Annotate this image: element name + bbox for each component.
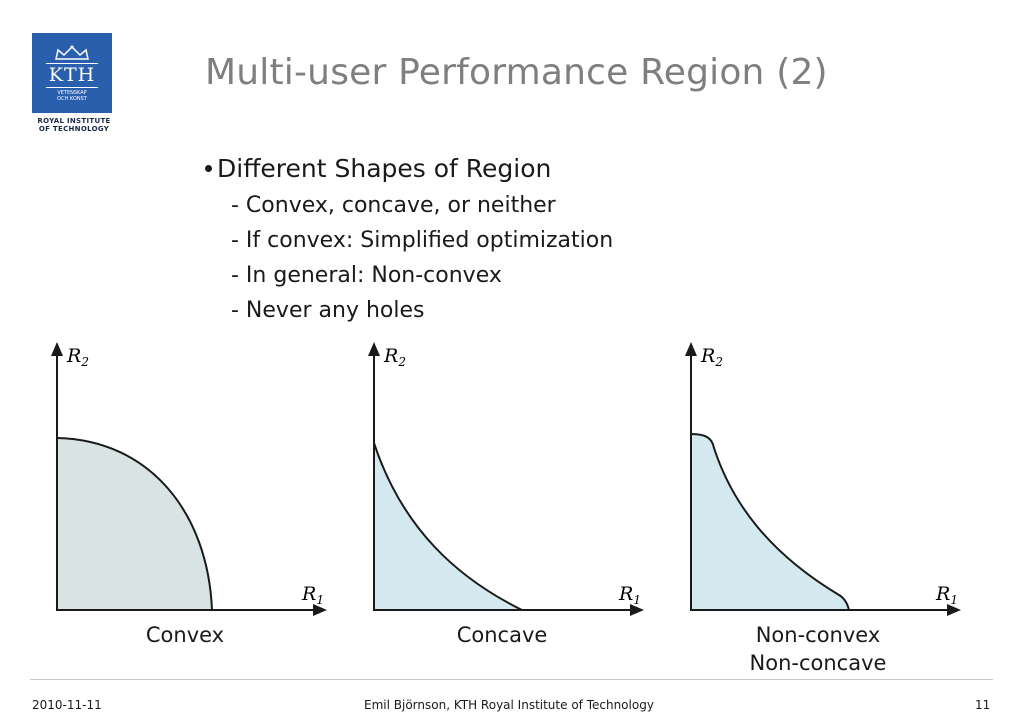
y-axis-arrow-icon: [51, 342, 63, 356]
logo-motto-line1: VETENSKAP: [57, 89, 87, 96]
bullet-list: Different Shapes of Region - Convex, con…: [205, 154, 613, 323]
y-axis-label: R2: [700, 345, 723, 369]
footer-page-number: 11: [975, 698, 991, 712]
bullet-subitem: - If convex: Simplified optimization: [231, 228, 614, 253]
concave-caption: Concave: [402, 621, 602, 649]
caption-line2: Non-concave: [749, 651, 887, 675]
caption-line1: Convex: [145, 623, 225, 647]
caption-line1: Concave: [456, 623, 548, 647]
nonconvex-region-fill: [691, 434, 849, 610]
bullet-subitem: - Never any holes: [231, 298, 425, 323]
crown-icon: [55, 45, 89, 60]
x-axis-label: R1: [935, 583, 958, 607]
y-axis-label: R2: [66, 345, 89, 369]
y-axis-arrow-icon: [685, 342, 697, 356]
bullet-subitem: - In general: Non-convex: [231, 263, 502, 288]
x-axis-arrow-icon: [313, 604, 327, 616]
logo-caption-line2: OF TECHNOLOGY: [38, 125, 110, 133]
caption-line1: Non-convex: [755, 623, 881, 647]
x-axis-arrow-icon: [947, 604, 961, 616]
x-axis-label: R1: [618, 583, 641, 607]
convex-region-fill: [57, 438, 212, 610]
bullet-main-text: Different Shapes of Region: [217, 154, 552, 183]
bullet-dot-icon: [205, 165, 212, 172]
footer-author: Emil Björnson, KTH Royal Institute of Te…: [364, 698, 654, 712]
footer-divider: [30, 679, 993, 680]
convex-region-diagram: R2 R1: [51, 342, 327, 616]
logo-motto: VETENSKAP OCH KONST: [57, 90, 87, 102]
y-axis-arrow-icon: [368, 342, 380, 356]
kth-logo: KTH VETENSKAP OCH KONST ROYAL INSTITUTE …: [32, 33, 116, 133]
concave-region-fill: [374, 443, 522, 610]
logo-kth-text: KTH: [45, 62, 99, 88]
convex-boundary-curve: [56, 437, 213, 611]
bullet-subitem: - Convex, concave, or neither: [231, 193, 556, 218]
concave-boundary-curve: [373, 442, 523, 611]
slide-title: Multi-user Performance Region (2): [205, 52, 828, 93]
nonconvex-caption: Non-convex Non-concave: [718, 621, 918, 677]
x-axis-label: R1: [301, 583, 324, 607]
convex-caption: Convex: [85, 621, 285, 649]
logo-caption-line1: ROYAL INSTITUTE: [37, 117, 111, 125]
footer-date: 2010-11-11: [32, 698, 102, 712]
bullet-main: Different Shapes of Region: [205, 154, 613, 183]
kth-logo-mark: KTH VETENSKAP OCH KONST: [32, 33, 112, 113]
logo-caption: ROYAL INSTITUTE OF TECHNOLOGY: [32, 117, 116, 133]
nonconvex-region-diagram: R2 R1: [685, 342, 961, 616]
nonconvex-boundary-curve: [690, 433, 850, 611]
x-axis-arrow-icon: [630, 604, 644, 616]
y-axis-label: R2: [383, 345, 406, 369]
logo-motto-line2: OCH KONST: [57, 95, 87, 102]
concave-region-diagram: R2 R1: [368, 342, 644, 616]
